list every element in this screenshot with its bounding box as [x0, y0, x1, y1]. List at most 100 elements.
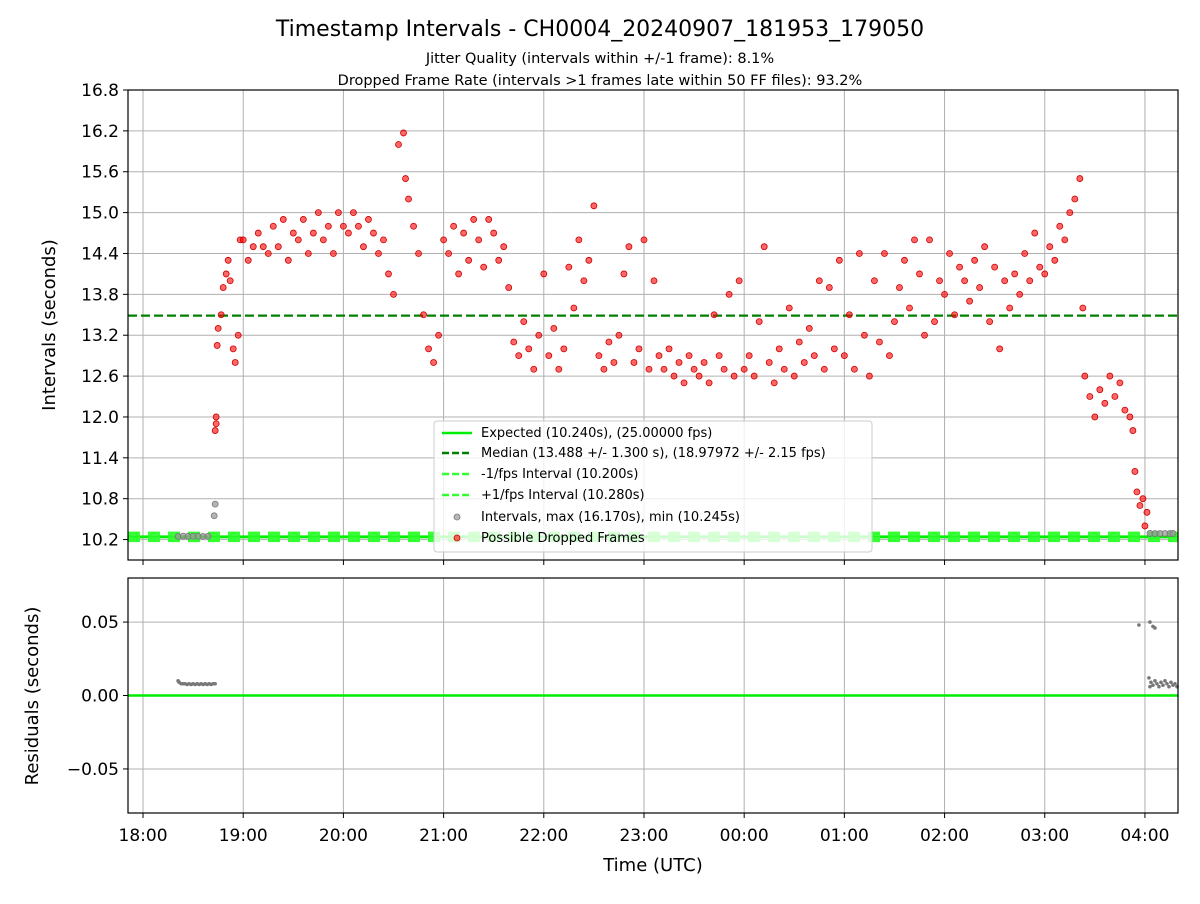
dropped-frame-point: [835, 256, 843, 264]
dropped-frame-point: [460, 229, 468, 237]
dropped-frame-point: [1016, 290, 1024, 298]
dropped-frame-point: [500, 243, 508, 251]
dropped-frame-point: [705, 379, 713, 387]
dropped-frame-point: [665, 345, 673, 353]
x-tick-label: 22:00: [519, 826, 568, 846]
top-y-tick-label: 12.0: [81, 408, 119, 428]
dropped-frame-point: [490, 229, 498, 237]
dropped-frame-point: [1131, 468, 1139, 475]
x-tick-label: 18:00: [119, 826, 168, 846]
dropped-frame-point: [475, 236, 483, 244]
dropped-frame-point: [264, 250, 272, 257]
residual-point: [1148, 620, 1152, 624]
dropped-frame-point: [685, 352, 693, 360]
dropped-frame-point: [845, 311, 853, 319]
dropped-frame-point: [211, 427, 219, 434]
dropped-frame-point: [1011, 270, 1019, 278]
dropped-frame-point: [866, 372, 873, 380]
dropped-frame-point: [615, 331, 623, 339]
dropped-frame-point: [956, 263, 963, 271]
dropped-frame-point: [400, 129, 407, 137]
dropped-frame-point: [881, 250, 888, 257]
dropped-frame-point: [410, 222, 417, 230]
dropped-frame-point: [231, 359, 239, 366]
dropped-frame-point: [565, 263, 573, 271]
dropped-frame-point: [981, 243, 989, 251]
dropped-frame-point: [279, 216, 287, 223]
dropped-frame-point: [254, 229, 262, 237]
dropped-frame-point: [435, 331, 442, 339]
legend-label-expected: Expected (10.240s), (25.00000 fps): [481, 426, 712, 441]
dropped-frame-point: [355, 222, 362, 230]
dropped-frame-point: [976, 284, 984, 291]
dropped-frame-point: [1106, 372, 1114, 380]
dropped-frame-point: [555, 365, 563, 373]
dropped-frame-point: [525, 345, 533, 353]
dropped-frame-point: [1126, 413, 1134, 421]
chart-subtitle-jitter: Jitter Quality (intervals within +/-1 fr…: [425, 51, 774, 67]
x-tick-label: 01:00: [820, 826, 869, 846]
dropped-frame-point: [530, 365, 538, 373]
x-tick-label: 02:00: [920, 826, 969, 846]
dropped-frame-point: [830, 345, 838, 353]
dropped-frame-point: [670, 372, 678, 380]
dropped-frame-point: [1031, 229, 1039, 237]
residual-point: [1151, 683, 1155, 688]
dropped-frame-point: [840, 352, 848, 360]
top-y-tick-label: 13.8: [81, 285, 119, 305]
dropped-frame-point: [820, 365, 828, 373]
bottom-y-ticks: 0.05 0.00 −0.05: [67, 613, 128, 780]
bottom-data-points: [176, 620, 1179, 689]
dropped-frame-point: [1061, 236, 1069, 244]
residual-point: [1153, 626, 1157, 630]
dropped-frame-point: [545, 352, 553, 360]
top-y-tick-label: 12.6: [81, 367, 119, 387]
dropped-frame-point: [212, 413, 220, 421]
dropped-frame-point: [690, 365, 698, 373]
dropped-frame-point: [314, 209, 322, 217]
dropped-frame-point: [319, 236, 327, 244]
dropped-frame-point: [1036, 263, 1044, 271]
dropped-frame-point: [445, 250, 453, 257]
residual-point: [1149, 680, 1153, 685]
residual-point: [1153, 679, 1157, 683]
dropped-frame-point: [916, 270, 923, 278]
dropped-frame-point: [226, 277, 234, 285]
dropped-frame-point: [1143, 508, 1151, 516]
top-y-tick-label: 10.8: [81, 490, 119, 510]
dropped-frame-point: [1081, 372, 1089, 380]
dropped-frame-point: [901, 256, 908, 264]
dropped-frame-point: [402, 175, 409, 182]
dropped-frame-point: [335, 209, 342, 217]
dropped-frame-point: [1076, 175, 1084, 182]
dropped-frame-point: [1071, 195, 1079, 203]
dropped-frame-point: [269, 222, 277, 230]
legend: Expected (10.240s), (25.00000 fps) Media…: [433, 420, 873, 553]
dropped-frame-point: [1006, 304, 1014, 312]
dropped-frame-point: [360, 243, 367, 251]
dropped-frame-point: [720, 365, 728, 373]
dropped-frame-point: [630, 359, 638, 366]
top-y-ticks: 10.2 10.8 11.4 12.0 12.6 13.2 13.8 14.4 15.0 15.6…: [81, 81, 128, 551]
dropped-frame-point: [891, 318, 898, 325]
top-y-tick-label: 15.0: [81, 204, 119, 224]
legend-label-dropped: Possible Dropped Frames: [481, 531, 645, 546]
dropped-frame-point: [244, 256, 252, 264]
dropped-frame-point: [996, 345, 1004, 353]
dropped-frame-point: [1041, 270, 1049, 278]
dropped-frame-point: [1129, 427, 1137, 434]
dropped-frame-point: [575, 236, 583, 244]
dropped-frame-point: [1046, 243, 1054, 251]
dropped-frame-point: [380, 236, 387, 244]
dropped-frame-point: [329, 250, 337, 257]
dropped-frame-point: [1021, 250, 1029, 257]
dropped-frame-point: [745, 352, 753, 360]
dropped-frame-point: [222, 270, 230, 278]
top-y-tick-label: 15.6: [81, 163, 119, 183]
dropped-frame-point: [780, 365, 788, 373]
dropped-frame-point: [770, 379, 778, 387]
residual-point: [1161, 683, 1165, 688]
top-y-tick-label: 11.4: [81, 449, 119, 469]
dropped-frame-point: [605, 338, 613, 346]
dropped-frame-point: [635, 345, 643, 353]
